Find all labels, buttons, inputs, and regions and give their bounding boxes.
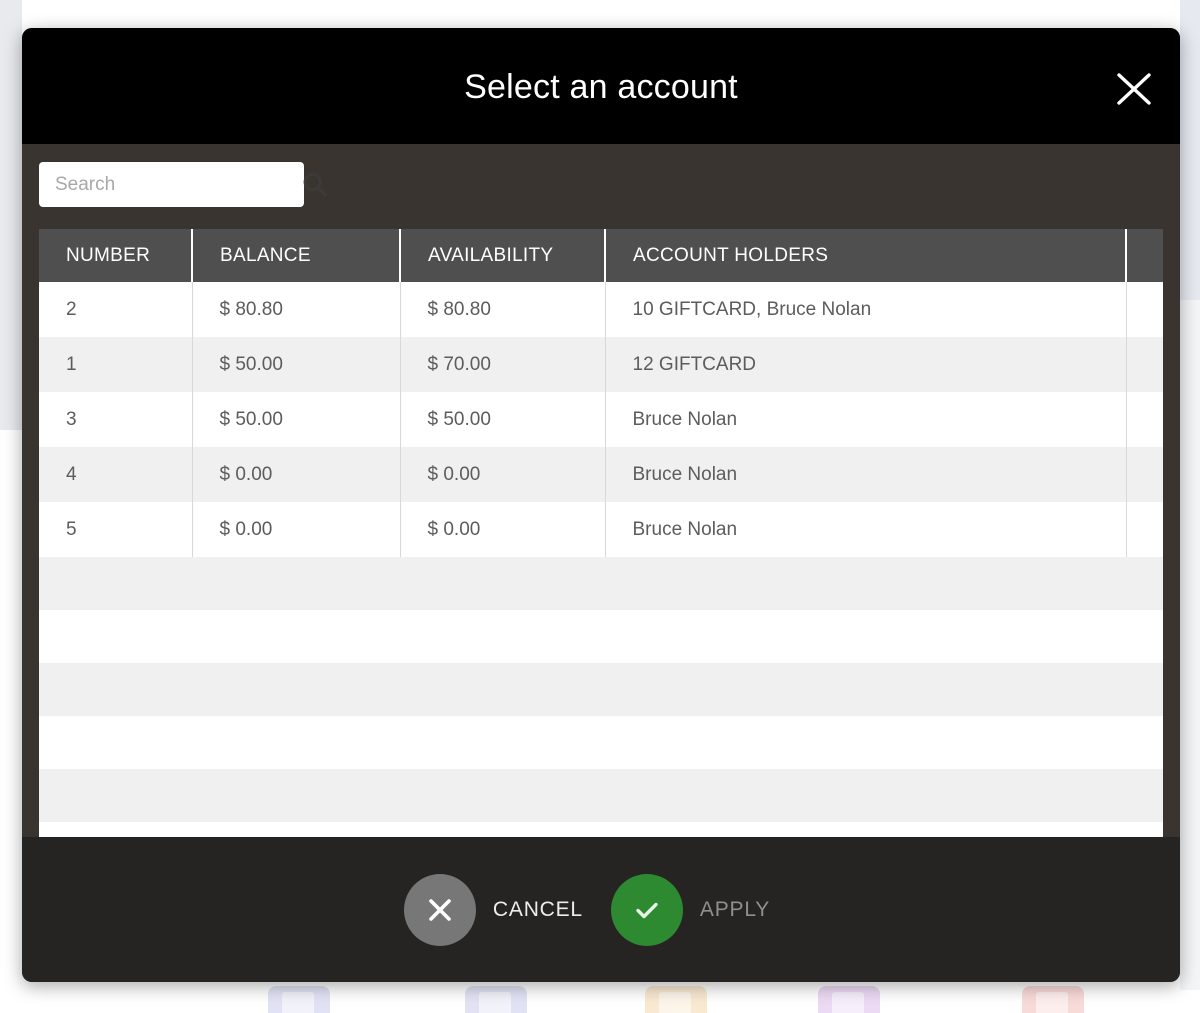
cancel-button-label: CANCEL — [492, 897, 583, 921]
empty-cell — [605, 663, 1126, 716]
select-account-dialog: Select an account — [22, 28, 1180, 982]
cell-balance: $ 0.00 — [191, 502, 400, 557]
cell-account-holders: Bruce Nolan — [604, 502, 1126, 557]
table-empty-row — [39, 716, 1163, 769]
tile-glyph-icon — [282, 992, 314, 1013]
empty-cell — [192, 716, 400, 769]
column-header-extra — [1125, 229, 1163, 282]
table-header-row: NUMBER BALANCE AVAILABILITY ACCOUNT HOLD… — [39, 229, 1163, 282]
cell-availability: $ 0.00 — [399, 502, 605, 557]
cell-account-holders: 12 GIFTCARD — [604, 337, 1126, 392]
empty-cell — [400, 610, 605, 663]
column-header-balance[interactable]: BALANCE — [191, 229, 400, 282]
category-tile-3 — [645, 986, 707, 1013]
table-empty-row — [39, 769, 1163, 822]
search-box[interactable] — [39, 162, 328, 207]
table-empty-row — [39, 663, 1163, 716]
empty-cell — [400, 663, 605, 716]
cell-number: 4 — [39, 447, 192, 502]
table-header: NUMBER BALANCE AVAILABILITY ACCOUNT HOLD… — [39, 229, 1163, 282]
empty-cell — [39, 663, 192, 716]
cell-availability: $ 0.00 — [399, 447, 605, 502]
empty-cell — [605, 716, 1126, 769]
cell-account-holders: Bruce Nolan — [604, 447, 1126, 502]
cell-number: 2 — [39, 282, 192, 337]
tile-glyph-icon — [832, 992, 864, 1013]
empty-cell — [605, 557, 1126, 610]
empty-cell — [192, 663, 400, 716]
empty-cell — [39, 610, 192, 663]
cell-number: 5 — [39, 502, 192, 557]
table-row[interactable]: 3 $ 50.00 $ 50.00 Bruce Nolan — [39, 392, 1163, 447]
table-empty-row — [39, 557, 1163, 610]
cell-availability: $ 50.00 — [399, 392, 605, 447]
column-header-availability[interactable]: AVAILABILITY — [399, 229, 605, 282]
background-left-panel — [0, 0, 22, 430]
table-row[interactable]: 5 $ 0.00 $ 0.00 Bruce Nolan — [39, 502, 1163, 557]
column-header-number[interactable]: NUMBER — [39, 229, 192, 282]
cell-extra — [1125, 447, 1163, 502]
cell-balance: $ 80.80 — [191, 282, 400, 337]
search-area — [22, 144, 1180, 229]
background-right-panel-bottom — [1180, 300, 1200, 990]
tile-glyph-icon — [479, 992, 511, 1013]
category-tile-5 — [1022, 986, 1084, 1013]
table-body: 2 $ 80.80 $ 80.80 10 GIFTCARD, Bruce Nolan 1… — [39, 282, 1163, 822]
table-row[interactable]: 4 $ 0.00 $ 0.00 Bruce Nolan — [39, 447, 1163, 502]
category-tile-4 — [818, 986, 880, 1013]
dialog-footer: CANCEL APPLY — [22, 837, 1180, 982]
empty-cell — [39, 716, 192, 769]
cell-balance: $ 0.00 — [191, 447, 400, 502]
empty-cell — [1126, 663, 1163, 716]
table-row[interactable]: 2 $ 80.80 $ 80.80 10 GIFTCARD, Bruce Nolan — [39, 282, 1163, 337]
cell-extra — [1125, 392, 1163, 447]
background-category-tiles — [0, 984, 1200, 1013]
column-header-account-holders[interactable]: ACCOUNT HOLDERS — [604, 229, 1126, 282]
empty-cell — [192, 610, 400, 663]
empty-cell — [192, 769, 400, 822]
empty-cell — [400, 716, 605, 769]
empty-cell — [605, 769, 1126, 822]
category-tile-1 — [268, 986, 330, 1013]
cell-availability: $ 70.00 — [399, 337, 605, 392]
category-tile-2 — [465, 986, 527, 1013]
cell-extra — [1125, 282, 1163, 337]
tile-glyph-icon — [659, 992, 691, 1013]
background-right-panel-top — [1180, 0, 1200, 300]
cell-availability: $ 80.80 — [399, 282, 605, 337]
accounts-table: NUMBER BALANCE AVAILABILITY ACCOUNT HOLD… — [39, 229, 1163, 822]
tile-glyph-icon — [1036, 992, 1068, 1013]
dialog-header: Select an account — [22, 28, 1180, 144]
cancel-icon[interactable] — [403, 873, 476, 946]
empty-cell — [1126, 610, 1163, 663]
empty-cell — [39, 769, 192, 822]
cell-account-holders: Bruce Nolan — [604, 392, 1126, 447]
search-input[interactable] — [55, 173, 300, 196]
table-empty-row — [39, 610, 1163, 663]
cell-number: 1 — [39, 337, 192, 392]
empty-cell — [400, 769, 605, 822]
empty-cell — [39, 557, 192, 610]
empty-cell — [192, 557, 400, 610]
cell-extra — [1125, 337, 1163, 392]
cell-number: 3 — [39, 392, 192, 447]
cell-account-holders: 10 GIFTCARD, Bruce Nolan — [604, 282, 1126, 337]
accounts-table-container[interactable]: NUMBER BALANCE AVAILABILITY ACCOUNT HOLD… — [39, 229, 1163, 837]
page-title: Select an account — [464, 68, 738, 106]
cell-extra — [1125, 502, 1163, 557]
empty-cell — [605, 610, 1126, 663]
empty-cell — [1126, 716, 1163, 769]
cell-balance: $ 50.00 — [191, 337, 400, 392]
table-row[interactable]: 1 $ 50.00 $ 70.00 12 GIFTCARD — [39, 337, 1163, 392]
close-icon[interactable] — [1110, 68, 1158, 110]
empty-cell — [400, 557, 605, 610]
apply-button-label: APPLY — [699, 897, 771, 921]
check-icon[interactable] — [610, 873, 683, 946]
cell-balance: $ 50.00 — [191, 392, 400, 447]
empty-cell — [1126, 769, 1163, 822]
apply-button[interactable]: APPLY — [610, 873, 798, 946]
empty-cell — [1126, 557, 1163, 610]
cancel-button[interactable]: CANCEL — [403, 873, 611, 946]
magnifier-icon[interactable] — [300, 170, 330, 200]
